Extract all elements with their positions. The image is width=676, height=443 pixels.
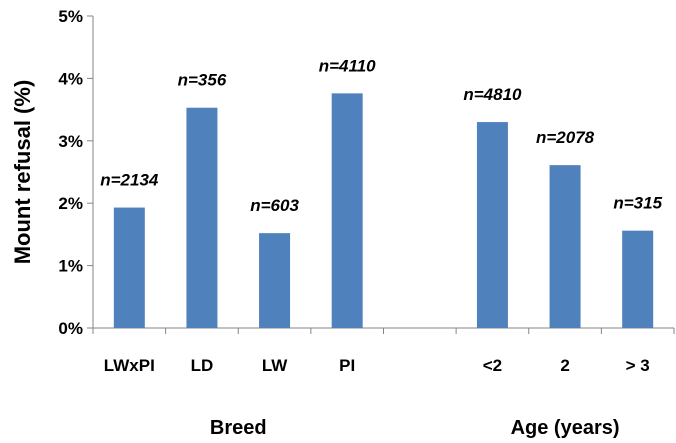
category-label: LWxPI <box>104 356 155 375</box>
category-label: <2 <box>483 356 502 375</box>
y-tick-labels: 0% 1% 2% 3% 4% 5% <box>58 7 83 338</box>
category-labels: LWxPI LD LW PI <2 2 > 3 <box>104 356 650 375</box>
y-tick-label: 1% <box>58 257 83 276</box>
bar <box>331 93 363 328</box>
group-labels: Breed Age (years) <box>210 417 620 439</box>
y-tick-label: 4% <box>58 69 83 88</box>
y-axis-label: Mount refusal (%) <box>10 80 35 265</box>
y-tick-label: 0% <box>58 319 83 338</box>
data-label: n=2078 <box>536 128 595 147</box>
data-label: n=2134 <box>100 171 159 190</box>
category-label: 2 <box>560 356 569 375</box>
category-label: PI <box>339 356 355 375</box>
bar <box>259 233 291 328</box>
data-labels: n=2134 n=356 n=603 n=4110 n=4810 n=2078 n=315 <box>100 56 662 215</box>
data-label: n=4810 <box>463 85 522 104</box>
y-tick-label: 3% <box>58 132 83 151</box>
y-tick-label: 2% <box>58 194 83 213</box>
data-label: n=603 <box>250 196 299 215</box>
category-label: LD <box>191 356 214 375</box>
category-label: > 3 <box>626 356 650 375</box>
data-label: n=356 <box>178 71 227 90</box>
data-label: n=315 <box>613 194 662 213</box>
group-label: Age (years) <box>511 417 620 439</box>
bar <box>622 230 654 328</box>
bar <box>113 207 145 328</box>
data-label: n=4110 <box>319 56 376 75</box>
group-label: Breed <box>210 417 267 439</box>
category-label: LW <box>262 356 288 375</box>
axes <box>87 15 675 334</box>
bar <box>186 107 218 328</box>
y-tick-label: 5% <box>58 7 83 26</box>
bar <box>476 122 508 328</box>
bars <box>113 93 654 328</box>
bar <box>549 165 581 328</box>
